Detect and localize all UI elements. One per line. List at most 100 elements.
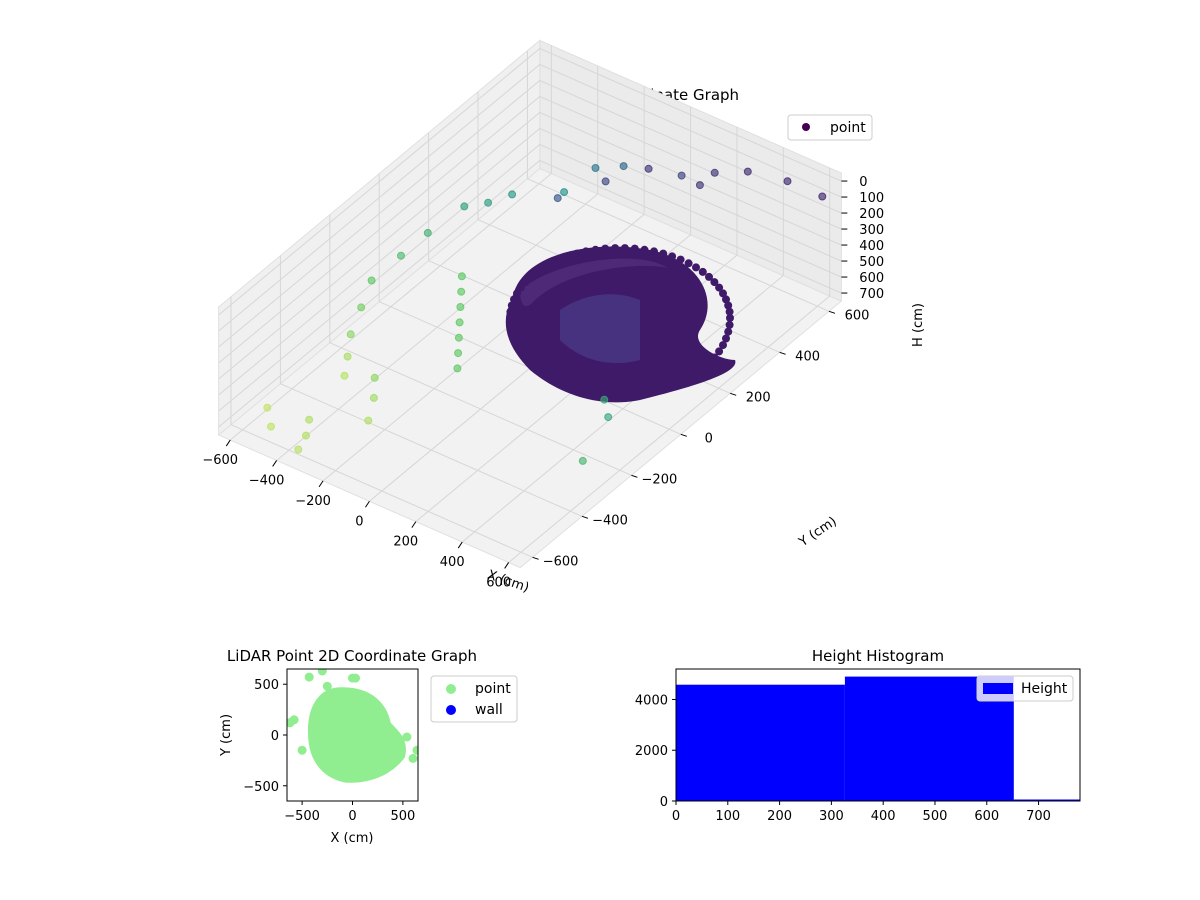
x-tick xyxy=(365,500,370,508)
x-tick-label: 400 xyxy=(440,555,465,570)
y-tick-label: 400 xyxy=(795,349,820,364)
grid-line xyxy=(218,112,541,380)
cloud-point xyxy=(572,384,581,393)
chart-3d-point-cloud xyxy=(505,244,736,403)
cloud-point xyxy=(719,341,727,350)
cloud-point xyxy=(601,244,610,253)
cloud-point xyxy=(722,334,730,343)
cloud-point xyxy=(533,267,542,276)
cloud-point xyxy=(692,263,700,272)
cloud-point xyxy=(668,252,677,261)
cloud-point xyxy=(506,314,514,322)
y-tick xyxy=(779,351,786,355)
scatter-point xyxy=(367,276,376,285)
grid-line xyxy=(539,47,842,182)
y-tick-label: 500 xyxy=(254,678,279,693)
cloud-point xyxy=(692,369,700,378)
scatter-point xyxy=(695,181,704,190)
x-tick-label: 600 xyxy=(486,576,511,591)
grid-line xyxy=(218,144,541,412)
scatter-point xyxy=(553,194,562,203)
x-tick xyxy=(272,460,278,467)
scatter-point xyxy=(601,177,610,186)
point-cloud-ring xyxy=(520,258,668,307)
cloud-point xyxy=(724,327,733,336)
scatter-point xyxy=(423,228,432,237)
chart-2d: LiDAR Point 2D Coordinate Graph −500 0 500… xyxy=(219,647,518,846)
z-tick-label: 600 xyxy=(859,271,884,286)
scatter-point xyxy=(302,431,310,440)
y-tick-label: 200 xyxy=(746,390,771,405)
cloud-point xyxy=(555,255,564,264)
y-tick xyxy=(730,392,737,396)
scatter-point xyxy=(591,164,600,172)
scatter-point xyxy=(677,171,686,180)
cloud-point xyxy=(506,307,515,316)
x-tick-label: −500 xyxy=(284,809,320,824)
cloud-point xyxy=(513,341,521,350)
grid-line xyxy=(539,63,842,198)
scatter-point xyxy=(604,413,613,422)
cloud-point xyxy=(725,307,734,316)
cloud-point xyxy=(715,347,724,356)
legend-height-label: Height xyxy=(1021,681,1068,697)
x-tick xyxy=(318,480,324,488)
cloud-point xyxy=(659,384,668,393)
cloud-point xyxy=(705,359,713,368)
scatter-point xyxy=(346,330,355,339)
chart-3d-zlabel: H (cm) xyxy=(911,303,926,347)
cloud-point xyxy=(516,283,525,292)
y-tick-label: 0 xyxy=(271,729,279,744)
point-cloud-inner xyxy=(560,294,640,364)
cloud-point xyxy=(533,364,542,373)
x-tick xyxy=(411,521,417,528)
x-tick-label: −400 xyxy=(249,473,285,488)
x-tick-label: 600 xyxy=(974,809,999,824)
x-tick-label: 400 xyxy=(871,809,896,824)
legend-point-marker xyxy=(446,684,456,694)
x-tick-label: 200 xyxy=(767,809,792,824)
cloud-point xyxy=(506,320,515,329)
scatter-point xyxy=(619,162,628,171)
chart-histogram: Height Histogram 0 100 200 300 400 500 600 7000… xyxy=(635,647,1081,824)
cloud-point xyxy=(630,244,639,253)
y-tick xyxy=(532,556,539,560)
scatter-point xyxy=(644,164,653,173)
cloud-point xyxy=(676,255,685,264)
scatter-point xyxy=(456,303,465,311)
cloud-point xyxy=(710,353,719,362)
cloud-point xyxy=(650,387,658,396)
chart-2d-ticks: −500 0 500 500 0 −500 xyxy=(243,678,415,824)
legend-point-label: point xyxy=(830,120,866,136)
y-tick xyxy=(828,310,836,314)
y-tick-label: −600 xyxy=(543,554,579,569)
y-tick-label: −400 xyxy=(592,513,628,528)
x-tick xyxy=(504,562,510,569)
grid-line xyxy=(218,48,541,316)
cloud-point xyxy=(582,387,590,396)
scatter-point xyxy=(457,287,466,296)
cloud-point xyxy=(547,374,556,383)
cloud-point xyxy=(676,378,685,387)
cloud-point xyxy=(611,390,620,399)
chart-2d-xlabel: X (cm) xyxy=(331,831,374,846)
grid-line xyxy=(329,342,632,476)
scatter-point-2d xyxy=(304,672,314,682)
cloud-point xyxy=(724,301,733,310)
scatter-point-2d xyxy=(297,745,307,755)
legend-point-label: point xyxy=(475,681,511,697)
cloud-point xyxy=(507,301,516,310)
cloud-point xyxy=(725,320,734,329)
scatter-point xyxy=(460,202,469,211)
scatter-point-2d xyxy=(289,715,299,725)
cloud-point xyxy=(620,390,629,399)
cloud-point xyxy=(516,347,525,356)
cloud-point xyxy=(684,374,693,383)
cloud-point xyxy=(572,249,581,258)
x-tick xyxy=(225,439,231,447)
scatter-point xyxy=(455,318,464,327)
x-tick xyxy=(457,541,463,549)
grid-line xyxy=(218,96,541,364)
x-tick-label: 200 xyxy=(393,535,418,550)
